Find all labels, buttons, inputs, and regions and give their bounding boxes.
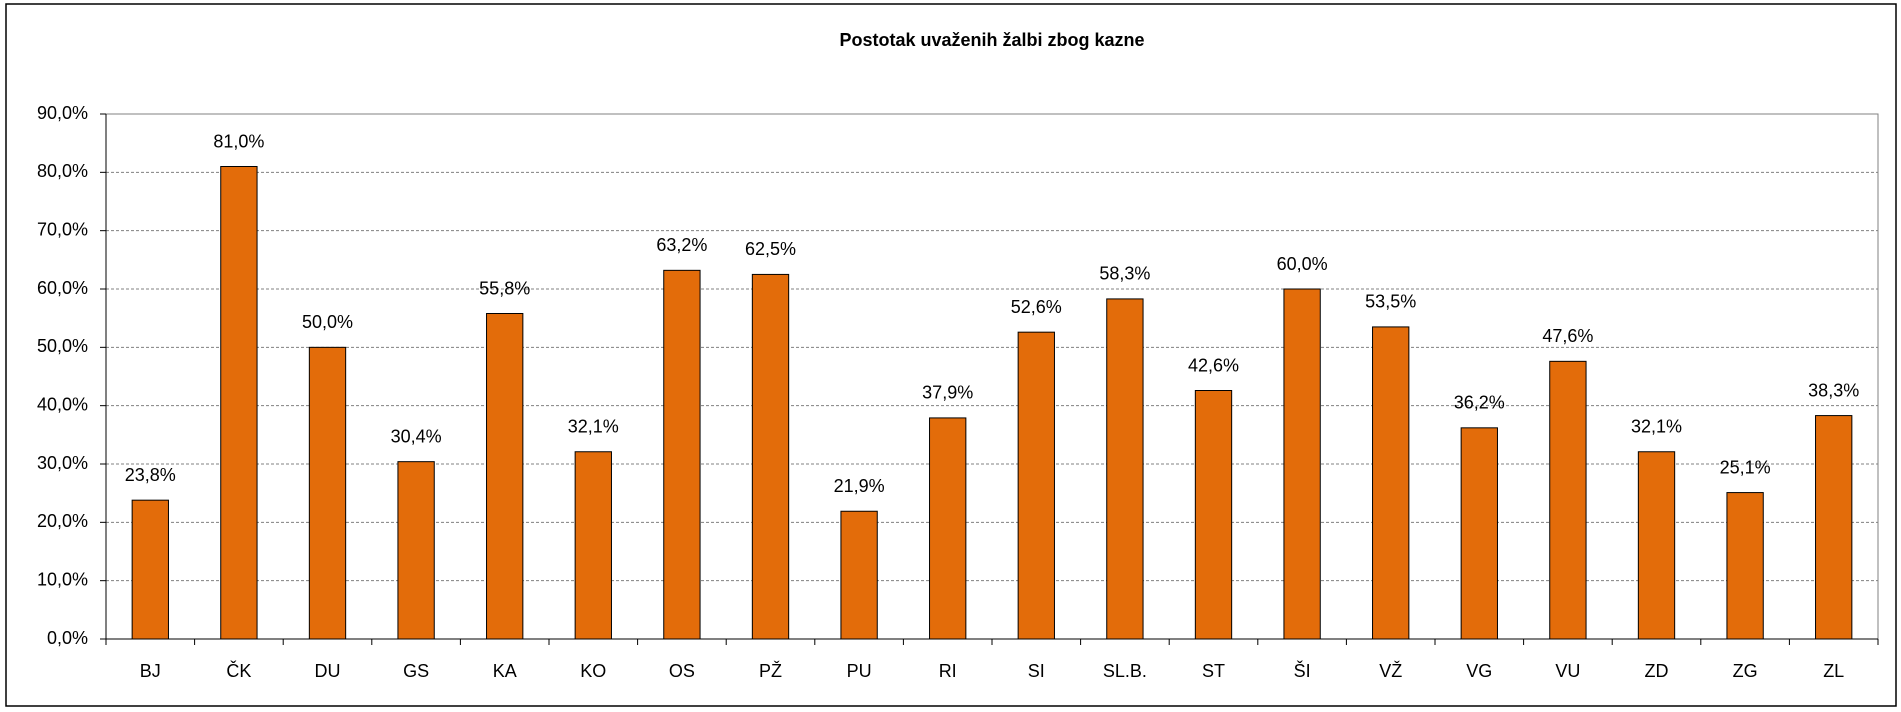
bar	[663, 269, 701, 640]
y-tick-label: 20,0%	[37, 511, 88, 531]
x-tick-label: GS	[403, 661, 429, 681]
y-tick-label: 40,0%	[37, 394, 88, 414]
bar	[486, 313, 524, 640]
data-label: 60,0%	[1277, 254, 1328, 274]
x-tick-label: ZL	[1823, 661, 1844, 681]
y-tick-label: 10,0%	[37, 569, 88, 589]
x-tick-label: ŠI	[1294, 660, 1311, 681]
data-label: 38,3%	[1808, 380, 1859, 400]
x-tick-label: ČK	[226, 660, 251, 681]
bar	[1726, 492, 1764, 640]
data-label: 58,3%	[1099, 264, 1150, 284]
y-tick-label: 50,0%	[37, 336, 88, 356]
data-label: 55,8%	[479, 278, 530, 298]
data-label: 63,2%	[656, 235, 707, 255]
chart-title: Postotak uvaženih žalbi zbog kazne	[839, 30, 1144, 50]
data-label: 47,6%	[1542, 326, 1593, 346]
x-tick-label: SL.B.	[1103, 661, 1147, 681]
x-tick-label: KA	[493, 661, 517, 681]
bar	[1283, 288, 1321, 640]
y-tick-label: 30,0%	[37, 453, 88, 473]
data-label: 37,9%	[922, 383, 973, 403]
bar	[397, 461, 435, 640]
data-label: 32,1%	[1631, 417, 1682, 437]
bar	[220, 166, 258, 640]
bar	[308, 346, 347, 640]
y-tick-label: 90,0%	[37, 103, 88, 123]
bar	[1549, 360, 1587, 640]
data-label: 30,4%	[391, 426, 442, 446]
data-label: 81,0%	[213, 131, 264, 151]
bar	[1460, 427, 1498, 640]
x-tick-label: SI	[1028, 661, 1045, 681]
bar	[840, 510, 878, 640]
x-tick-label: VŽ	[1379, 661, 1402, 681]
data-label: 62,5%	[745, 239, 796, 259]
bar	[751, 273, 790, 640]
bar	[1194, 390, 1233, 640]
bar	[929, 417, 967, 640]
x-tick-label: DU	[315, 661, 341, 681]
data-label: 53,5%	[1365, 292, 1416, 312]
data-label: 25,1%	[1720, 457, 1771, 477]
data-label: 32,1%	[568, 417, 619, 437]
bar	[1017, 331, 1055, 640]
x-tick-label: VG	[1466, 661, 1492, 681]
data-label: 50,0%	[302, 312, 353, 332]
x-tick-label: BJ	[140, 661, 161, 681]
x-tick-label: ZD	[1645, 661, 1669, 681]
x-tick-label: KO	[580, 661, 606, 681]
y-tick-label: 70,0%	[37, 219, 88, 239]
bar	[1815, 415, 1853, 640]
x-tick-label: PU	[847, 661, 872, 681]
data-label: 42,6%	[1188, 355, 1239, 375]
y-tick-label: 0,0%	[47, 628, 88, 648]
bar	[574, 451, 612, 640]
x-tick-label: OS	[669, 661, 695, 681]
data-label: 21,9%	[834, 476, 885, 496]
bar	[1637, 451, 1676, 640]
x-tick-label: VU	[1555, 661, 1580, 681]
bar	[131, 499, 169, 640]
data-label: 36,2%	[1454, 393, 1505, 413]
y-tick-label: 80,0%	[37, 161, 88, 181]
data-label: 23,8%	[125, 465, 176, 485]
x-tick-label: PŽ	[759, 661, 782, 681]
x-tick-label: ZG	[1733, 661, 1758, 681]
x-tick-label: ST	[1202, 661, 1225, 681]
y-tick-label: 60,0%	[37, 278, 88, 298]
x-tick-label: RI	[939, 661, 957, 681]
bar	[1106, 298, 1144, 640]
data-label: 52,6%	[1011, 297, 1062, 317]
bar	[1372, 326, 1410, 640]
